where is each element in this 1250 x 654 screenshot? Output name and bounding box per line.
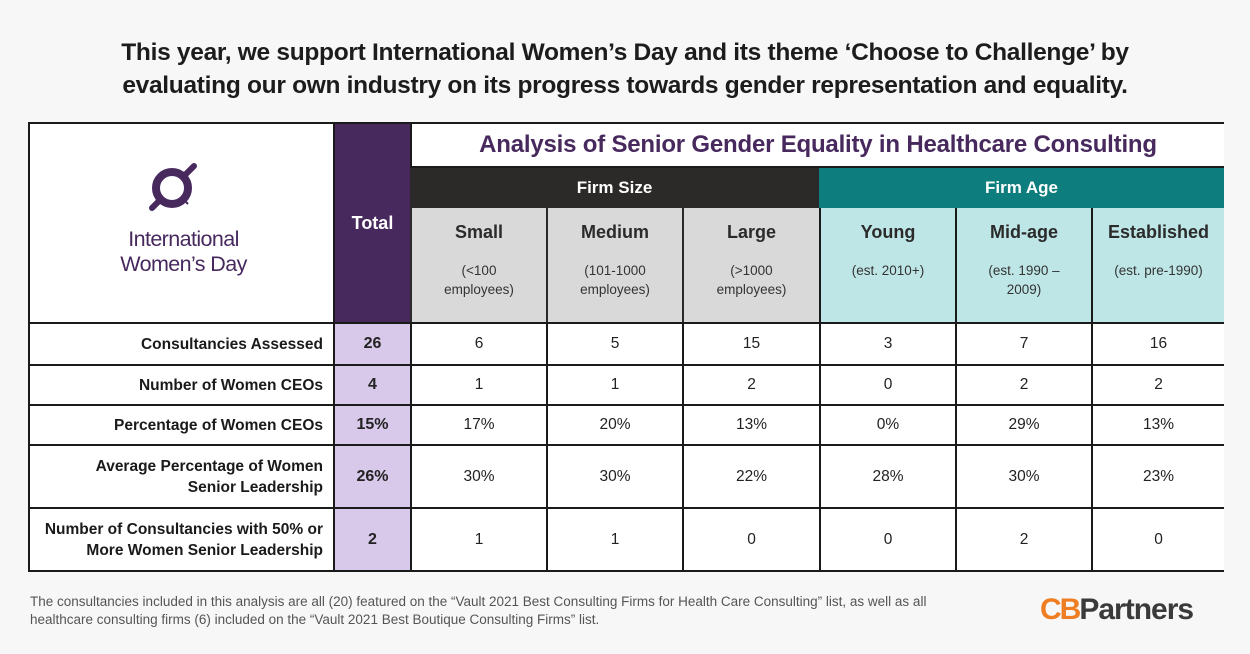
row-label: Percentage of Women CEOs (30, 406, 335, 444)
brand-word: Partners (1079, 593, 1194, 626)
headline: This year, we support International Wome… (121, 39, 1129, 99)
column-header-large: Large (>1000 employees) (682, 208, 819, 322)
footnote: The consultancies included in this analy… (30, 594, 927, 627)
table-row: Number of Consultancies with 50% or More… (30, 507, 1224, 570)
row-total: 2 (335, 509, 410, 570)
table-cell: 16 (1091, 324, 1224, 364)
table-cell: 1 (410, 509, 546, 570)
table-cell: 2 (955, 509, 1091, 570)
table-cell: 15 (682, 324, 819, 364)
gender-equality-table: International Women’s Day Total Analysis… (28, 122, 1224, 572)
row-label: Number of Women CEOs (30, 366, 335, 404)
table-cell: 13% (682, 406, 819, 444)
table-cell: 20% (546, 406, 682, 444)
column-note: (est. 2010+) (851, 263, 925, 278)
table-cell: 22% (682, 446, 819, 507)
table-cell: 2 (1091, 366, 1224, 404)
table-cell: 6 (410, 324, 546, 364)
brand-mark: CB (1040, 593, 1081, 626)
table-title: Analysis of Senior Gender Equality in He… (410, 124, 1224, 168)
table-cell: 13% (1091, 406, 1224, 444)
row-total: 4 (335, 366, 410, 404)
row-total: 26% (335, 446, 410, 507)
table-cell: 5 (546, 324, 682, 364)
column-header-mid-age: Mid-age (est. 1990 – 2009) (955, 208, 1091, 322)
column-header-medium: Medium (101-1000 employees) (546, 208, 682, 322)
row-total: 15% (335, 406, 410, 444)
table-row: Percentage of Women CEOs 15% 17% 20% 13%… (30, 404, 1224, 444)
row-label: Average Percentage of Women Senior Leade… (30, 446, 335, 507)
logo-cell: International Women’s Day (30, 124, 335, 322)
table-cell: 3 (819, 324, 955, 364)
table-cell: 0% (819, 406, 955, 444)
table-cell: 7 (955, 324, 1091, 364)
table-cell: 30% (955, 446, 1091, 507)
logo-line-2: Women’s Day (120, 252, 247, 276)
column-header-established: Established (est. pre-1990) (1091, 208, 1224, 322)
logo-line-1: International (128, 227, 239, 251)
table-cell: 23% (1091, 446, 1224, 507)
table-cell: 1 (410, 366, 546, 404)
row-label: Consultancies Assessed (30, 324, 335, 364)
table-cell: 2 (955, 366, 1091, 404)
table-cell: 0 (682, 509, 819, 570)
column-note: (<100 employees) (444, 263, 514, 297)
table-cell: 0 (819, 509, 955, 570)
table-cell: 1 (546, 509, 682, 570)
column-name: Small (454, 222, 504, 242)
table-row: Number of Women CEOs 4 1 1 2 0 2 2 (30, 364, 1224, 404)
column-note: (est. 1990 – 2009) (988, 263, 1060, 297)
table-cell: 17% (410, 406, 546, 444)
column-note: (>1000 employees) (716, 263, 787, 297)
table-cell: 30% (546, 446, 682, 507)
table-cell: 1 (546, 366, 682, 404)
table-cell: 0 (1091, 509, 1224, 570)
row-total: 26 (335, 324, 410, 364)
column-header-young: Young (est. 2010+) (819, 208, 955, 322)
column-name: Large (726, 222, 777, 242)
group-header-firm-size: Firm Size (410, 168, 819, 208)
table-cell: 28% (819, 446, 955, 507)
table-cell: 30% (410, 446, 546, 507)
column-name: Young (860, 222, 916, 242)
group-header-firm-age: Firm Age (819, 168, 1224, 208)
cb-partners-logo: CB Partners (1040, 588, 1194, 632)
table-row: Average Percentage of Women Senior Leade… (30, 444, 1224, 507)
column-note: (101-1000 employees) (580, 263, 650, 297)
column-name: Mid-age (989, 222, 1058, 242)
row-label: Number of Consultancies with 50% or More… (30, 509, 335, 570)
logo-text: International Women’s Day (96, 227, 271, 277)
table-cell: 29% (955, 406, 1091, 444)
column-name: Medium (580, 222, 649, 242)
column-name: Established (1107, 222, 1210, 242)
column-note: (est. pre-1990) (1114, 263, 1203, 278)
venus-symbol-icon (148, 162, 204, 214)
table-cell: 0 (819, 366, 955, 404)
table-cell: 2 (682, 366, 819, 404)
column-header-small: Small (<100 employees) (410, 208, 546, 322)
total-header: Total (335, 124, 410, 322)
table-row: Consultancies Assessed 26 6 5 15 3 7 16 (30, 322, 1224, 364)
